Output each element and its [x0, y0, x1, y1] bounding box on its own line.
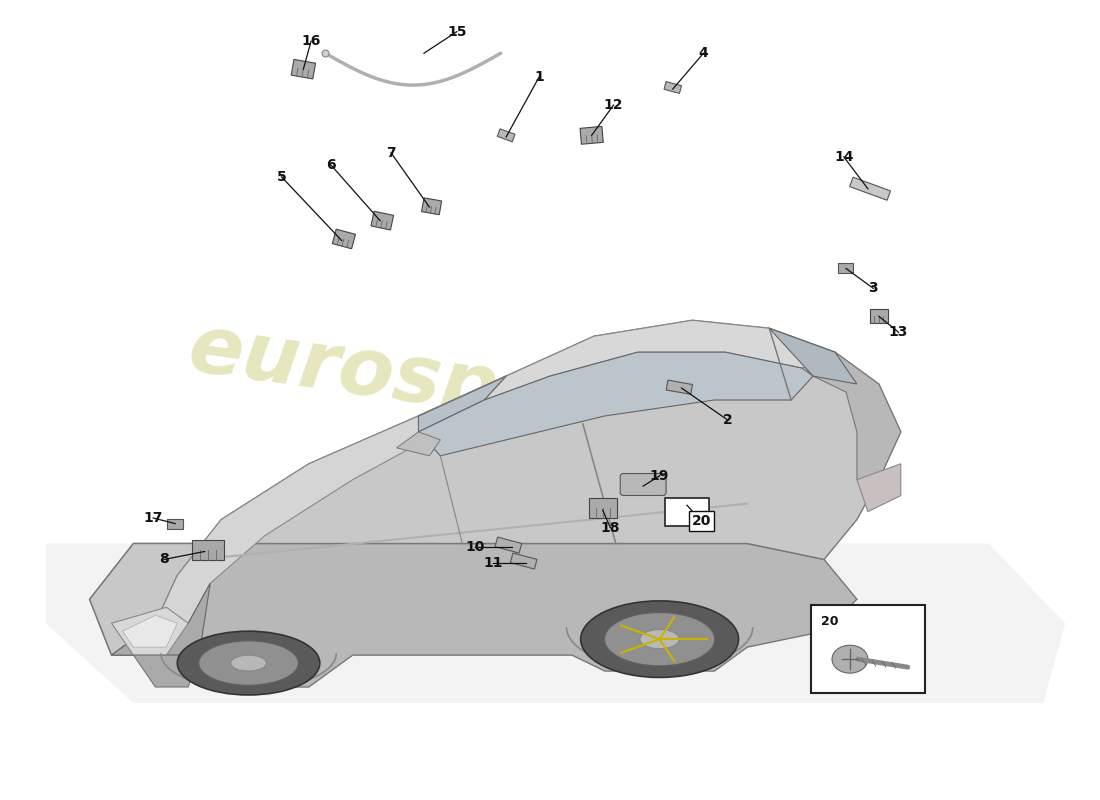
Text: 2: 2 [723, 413, 733, 427]
Text: 5: 5 [276, 170, 286, 184]
Polygon shape [111, 607, 188, 655]
Polygon shape [89, 543, 857, 687]
FancyBboxPatch shape [620, 474, 667, 495]
Polygon shape [588, 498, 617, 518]
FancyBboxPatch shape [811, 606, 925, 693]
Polygon shape [332, 229, 355, 249]
Polygon shape [418, 376, 506, 432]
Ellipse shape [177, 631, 320, 695]
Polygon shape [849, 178, 891, 200]
Ellipse shape [640, 630, 680, 649]
Polygon shape [510, 553, 537, 569]
Text: 11: 11 [483, 557, 503, 570]
Polygon shape [418, 352, 813, 456]
Ellipse shape [199, 641, 298, 686]
Ellipse shape [581, 601, 738, 678]
Text: 1: 1 [535, 70, 543, 84]
Text: 14: 14 [834, 150, 854, 164]
Text: 8: 8 [160, 553, 169, 566]
Text: 4: 4 [698, 46, 708, 60]
Text: 20: 20 [821, 615, 838, 628]
Polygon shape [664, 82, 682, 94]
Polygon shape [396, 432, 440, 456]
Text: 3: 3 [869, 282, 878, 295]
Polygon shape [46, 543, 1065, 703]
FancyBboxPatch shape [666, 498, 708, 526]
Text: 19: 19 [650, 469, 669, 482]
Polygon shape [167, 518, 183, 529]
Text: 16: 16 [301, 34, 321, 48]
Polygon shape [484, 320, 835, 400]
Text: 13: 13 [889, 326, 909, 339]
Polygon shape [111, 583, 210, 655]
Text: 6: 6 [326, 158, 336, 172]
Ellipse shape [231, 655, 266, 671]
Text: eurospares: eurospares [183, 310, 697, 458]
Polygon shape [292, 59, 316, 79]
Polygon shape [838, 263, 854, 274]
Polygon shape [421, 198, 442, 214]
Text: 20: 20 [692, 514, 711, 528]
Text: a passion for parts since 1985: a passion for parts since 1985 [318, 453, 738, 538]
Text: 7: 7 [386, 146, 396, 160]
Text: 15: 15 [447, 25, 466, 38]
Polygon shape [133, 655, 199, 687]
Polygon shape [870, 310, 888, 323]
Polygon shape [192, 540, 224, 560]
Polygon shape [371, 211, 394, 230]
Text: 12: 12 [604, 98, 624, 112]
Polygon shape [857, 464, 901, 512]
Polygon shape [495, 537, 521, 553]
Polygon shape [122, 615, 177, 647]
Text: 17: 17 [143, 511, 163, 525]
Ellipse shape [832, 646, 868, 673]
Polygon shape [89, 320, 901, 655]
Polygon shape [155, 416, 440, 623]
Polygon shape [813, 352, 901, 480]
Polygon shape [667, 380, 693, 394]
Ellipse shape [604, 612, 715, 666]
Polygon shape [580, 126, 603, 144]
Text: 18: 18 [601, 521, 620, 534]
Text: 10: 10 [465, 541, 485, 554]
Polygon shape [497, 129, 515, 142]
Polygon shape [769, 328, 857, 384]
